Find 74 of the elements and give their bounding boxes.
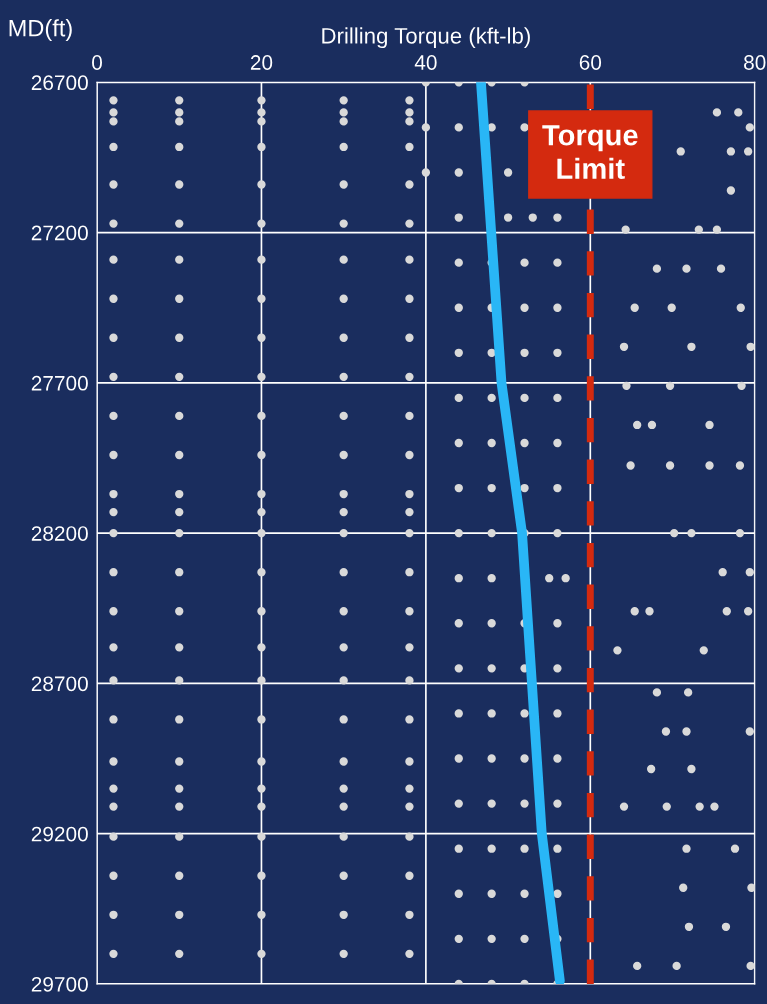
- x-tick-label: 20: [250, 55, 273, 70]
- point: [718, 568, 727, 577]
- point: [667, 303, 676, 312]
- point: [746, 961, 755, 971]
- point: [646, 764, 656, 774]
- point: [734, 108, 743, 117]
- y-axis-title: MD(ft): [9, 19, 72, 42]
- point: [710, 802, 719, 811]
- point: [687, 342, 696, 351]
- point: [647, 420, 657, 430]
- point: [682, 844, 691, 853]
- y-tick-label: 28200: [31, 526, 88, 541]
- point: [735, 461, 745, 470]
- point: [684, 922, 694, 931]
- y-tick-label: 26700: [31, 75, 88, 91]
- x-tick-label: 60: [579, 55, 602, 70]
- point: [730, 844, 740, 853]
- point: [745, 568, 754, 577]
- point: [613, 646, 622, 655]
- point: [633, 961, 642, 971]
- point: [716, 264, 726, 273]
- point: [633, 420, 642, 430]
- point: [745, 123, 754, 132]
- point: [621, 225, 630, 234]
- point: [747, 883, 755, 892]
- point: [737, 381, 746, 391]
- point: [619, 342, 629, 351]
- point: [735, 528, 745, 538]
- point: [661, 727, 671, 736]
- y-tick-label: 27700: [31, 375, 88, 391]
- point: [746, 342, 755, 351]
- point: [726, 147, 736, 156]
- point: [622, 381, 631, 391]
- point: [743, 147, 753, 156]
- point: [630, 303, 639, 312]
- point: [682, 264, 691, 273]
- point: [626, 461, 635, 470]
- point: [619, 802, 629, 811]
- point: [687, 764, 696, 774]
- point: [726, 186, 736, 195]
- point: [652, 688, 662, 697]
- point: [665, 461, 675, 470]
- point: [687, 528, 696, 538]
- point: [645, 607, 654, 616]
- point: [683, 688, 693, 697]
- point: [652, 264, 662, 273]
- point: [679, 883, 688, 892]
- point: [712, 225, 722, 234]
- point: [694, 225, 703, 234]
- point: [695, 802, 704, 811]
- point: [721, 922, 731, 931]
- point: [662, 802, 671, 811]
- ref-line-label: Torque Limit: [542, 125, 638, 180]
- y-tick-label: 29700: [31, 976, 88, 992]
- x-tick-label: 80: [744, 55, 766, 70]
- point: [745, 727, 754, 736]
- point: [665, 381, 675, 391]
- y-tick-label: 28700: [31, 676, 88, 692]
- point: [722, 607, 731, 616]
- y-tick-label: 27200: [31, 225, 88, 241]
- point: [676, 147, 685, 156]
- point: [736, 303, 745, 312]
- point: [630, 607, 639, 616]
- x-tick-label: 0: [92, 55, 102, 70]
- y-tick-label: 29200: [31, 826, 88, 842]
- x-tick-label: 40: [414, 55, 437, 70]
- point: [669, 528, 679, 538]
- point: [705, 420, 714, 430]
- point: [743, 607, 753, 616]
- x-axis-title: Drilling Torque (kft-lb): [322, 27, 530, 49]
- point: [699, 646, 708, 655]
- point: [712, 108, 722, 117]
- point: [682, 727, 691, 736]
- point: [672, 961, 681, 971]
